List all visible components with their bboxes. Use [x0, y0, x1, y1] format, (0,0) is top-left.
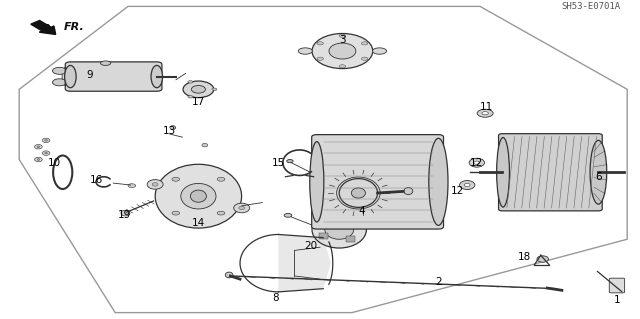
Ellipse shape: [42, 138, 50, 143]
Ellipse shape: [62, 66, 75, 87]
Ellipse shape: [239, 206, 244, 210]
Bar: [346, 236, 355, 242]
Text: 20: 20: [304, 241, 317, 251]
Text: 17: 17: [192, 97, 205, 107]
Ellipse shape: [45, 152, 47, 154]
Ellipse shape: [339, 65, 346, 68]
Ellipse shape: [298, 48, 312, 54]
Ellipse shape: [469, 158, 484, 167]
Polygon shape: [278, 234, 331, 292]
Ellipse shape: [497, 137, 509, 207]
Ellipse shape: [45, 139, 47, 141]
FancyBboxPatch shape: [312, 135, 444, 229]
Ellipse shape: [317, 57, 323, 60]
Ellipse shape: [537, 256, 548, 262]
Circle shape: [128, 184, 136, 188]
Ellipse shape: [329, 43, 356, 59]
Text: 10: 10: [48, 158, 61, 168]
Text: 4: 4: [358, 205, 365, 216]
Ellipse shape: [217, 177, 225, 181]
Ellipse shape: [121, 210, 130, 216]
Ellipse shape: [42, 151, 50, 155]
Ellipse shape: [100, 61, 111, 65]
Ellipse shape: [362, 57, 368, 60]
Ellipse shape: [317, 42, 323, 45]
Ellipse shape: [172, 211, 180, 215]
Ellipse shape: [460, 181, 475, 189]
Ellipse shape: [181, 183, 216, 209]
Ellipse shape: [172, 177, 180, 181]
Ellipse shape: [52, 79, 67, 86]
Ellipse shape: [35, 145, 42, 149]
Ellipse shape: [152, 183, 158, 186]
Text: 9: 9: [86, 70, 93, 80]
Ellipse shape: [429, 138, 448, 225]
Text: 2: 2: [435, 277, 442, 287]
Ellipse shape: [362, 42, 368, 45]
Ellipse shape: [351, 188, 365, 198]
Ellipse shape: [312, 33, 372, 69]
Ellipse shape: [225, 272, 233, 278]
Ellipse shape: [284, 213, 292, 217]
Text: 15: 15: [272, 158, 285, 168]
Text: 1: 1: [614, 295, 621, 305]
Text: 6: 6: [595, 172, 602, 182]
Ellipse shape: [147, 180, 163, 189]
Ellipse shape: [155, 164, 242, 228]
FancyBboxPatch shape: [65, 62, 162, 91]
Ellipse shape: [35, 157, 42, 162]
Ellipse shape: [325, 220, 354, 239]
Ellipse shape: [151, 65, 163, 88]
FancyBboxPatch shape: [499, 134, 602, 211]
Ellipse shape: [339, 34, 346, 37]
Ellipse shape: [170, 126, 175, 130]
Text: 19: 19: [118, 210, 131, 220]
Text: 16: 16: [90, 175, 102, 185]
Text: 12: 12: [470, 158, 483, 168]
Ellipse shape: [37, 146, 40, 148]
Text: 12: 12: [451, 186, 464, 197]
Text: FR.: FR.: [64, 22, 84, 32]
Ellipse shape: [65, 65, 76, 88]
Ellipse shape: [310, 142, 324, 222]
Text: SH53-E0701A: SH53-E0701A: [562, 2, 621, 11]
Ellipse shape: [37, 159, 40, 160]
Ellipse shape: [52, 67, 67, 74]
Ellipse shape: [212, 88, 217, 91]
Ellipse shape: [312, 211, 367, 248]
Text: 11: 11: [480, 102, 493, 112]
Text: 14: 14: [192, 218, 205, 228]
Ellipse shape: [474, 161, 480, 164]
Text: 3: 3: [339, 35, 346, 45]
Ellipse shape: [188, 95, 193, 98]
Ellipse shape: [590, 140, 607, 204]
Ellipse shape: [234, 203, 250, 213]
FancyBboxPatch shape: [609, 278, 625, 293]
Ellipse shape: [372, 48, 387, 54]
Ellipse shape: [465, 183, 470, 187]
Text: 13: 13: [163, 126, 176, 136]
Ellipse shape: [482, 112, 488, 115]
Ellipse shape: [217, 211, 225, 215]
Text: 18: 18: [518, 252, 531, 262]
Ellipse shape: [188, 81, 193, 83]
Bar: [323, 218, 332, 223]
Bar: [350, 221, 359, 226]
Ellipse shape: [287, 160, 293, 163]
Text: 8: 8: [272, 293, 278, 303]
Ellipse shape: [191, 190, 206, 202]
Ellipse shape: [339, 179, 378, 207]
FancyArrow shape: [31, 20, 56, 34]
Ellipse shape: [404, 188, 413, 195]
Ellipse shape: [191, 85, 205, 93]
Ellipse shape: [202, 143, 207, 147]
Ellipse shape: [183, 81, 214, 98]
Bar: [319, 233, 328, 239]
Ellipse shape: [477, 109, 493, 117]
